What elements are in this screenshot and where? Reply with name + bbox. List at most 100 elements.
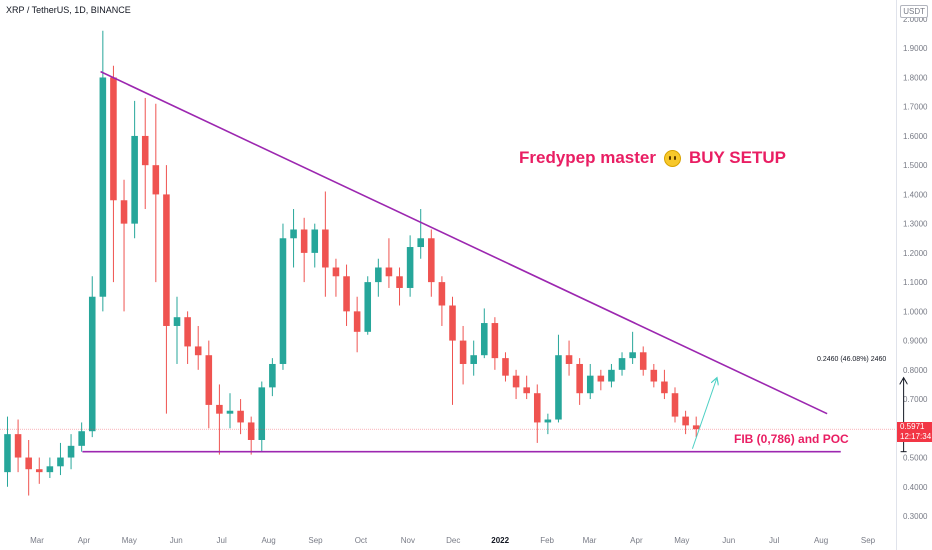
- candle-body: [597, 375, 605, 382]
- fib-annotation: FIB (0,786) and POC: [734, 432, 849, 446]
- candle-body: [152, 165, 160, 195]
- y-tick-label: 0.9000: [903, 337, 928, 346]
- candle-body: [406, 247, 414, 288]
- candle-body: [502, 358, 509, 376]
- candle-body: [364, 282, 372, 332]
- headline-annotation: Fredypep master BUY SETUP: [519, 148, 786, 168]
- x-tick-label: Sep: [308, 536, 323, 545]
- x-tick-label: Feb: [540, 536, 554, 545]
- x-tick-label: Jun: [722, 536, 735, 545]
- candle-body: [512, 375, 520, 388]
- descending-trendline[interactable]: [100, 70, 828, 415]
- candle-body: [639, 352, 647, 370]
- candle-body: [470, 355, 477, 364]
- y-axis: 2.0000 1.9000 1.8000 1.7000 1.6000 1.5000 1.40…: [903, 15, 928, 521]
- candle-body: [14, 434, 22, 458]
- x-tick-label: May: [674, 536, 689, 545]
- x-tick-label: Jul: [769, 536, 779, 545]
- y-tick-label: 1.1000: [903, 278, 928, 287]
- candle-body: [67, 445, 75, 458]
- x-tick-label: Sep: [861, 536, 876, 545]
- candle-body: [428, 238, 435, 283]
- candle-body: [629, 352, 636, 359]
- x-tick-label: Mar: [583, 536, 597, 545]
- candle-body: [141, 135, 149, 166]
- candle-body: [322, 229, 329, 268]
- x-tick-label: Apr: [78, 536, 91, 545]
- candle-body: [258, 387, 266, 440]
- x-tick-label: Jul: [217, 536, 227, 545]
- candle-body: [491, 323, 499, 359]
- candle-body: [481, 323, 488, 356]
- candle-body: [692, 425, 700, 430]
- candle-body: [216, 404, 223, 414]
- headline-setup: BUY SETUP: [689, 148, 786, 167]
- candle-body: [417, 238, 424, 248]
- candle-body: [650, 369, 658, 382]
- candle-body: [608, 369, 615, 382]
- y-tick-label: 1.9000: [903, 44, 928, 53]
- y-tick-label: 1.8000: [903, 73, 928, 82]
- candle-body: [194, 346, 202, 356]
- currency-badge[interactable]: USDT: [900, 5, 928, 18]
- x-tick-label: Nov: [401, 536, 415, 545]
- y-tick-label: 0.8000: [903, 366, 928, 375]
- y-tick-label: 1.5000: [903, 161, 928, 170]
- candle-body: [226, 410, 234, 414]
- candle-body: [682, 416, 689, 426]
- x-tick-label: Aug: [814, 536, 828, 545]
- y-tick-label: 0.7000: [903, 395, 928, 404]
- candle-body: [247, 422, 255, 440]
- price-axis-divider: [896, 0, 897, 550]
- x-tick-label: Apr: [630, 536, 643, 545]
- candle-body: [332, 267, 340, 277]
- x-tick-label: 2022: [491, 536, 509, 545]
- candle-body: [618, 358, 626, 370]
- headline-text: Fredypep master: [519, 148, 656, 167]
- projection-arrow[interactable]: [691, 379, 716, 449]
- candle-body: [300, 229, 308, 253]
- measure-label: 0.2460 (46.08%) 2460: [817, 356, 887, 363]
- candle-body: [25, 457, 32, 470]
- x-tick-label: Mar: [30, 536, 44, 545]
- slightly-smiling-face-icon: [664, 149, 681, 167]
- candle-body: [35, 469, 43, 473]
- candle-body: [57, 457, 64, 467]
- candle-body: [523, 387, 530, 394]
- candle-body: [375, 267, 382, 283]
- candle-body: [163, 194, 170, 326]
- y-tick-label: 0.5000: [903, 454, 928, 463]
- symbol-title[interactable]: XRP / TetherUS, 1D, BINANCE: [6, 5, 131, 15]
- candle-body: [4, 434, 11, 473]
- candle-body: [237, 410, 244, 423]
- candle-body: [544, 419, 552, 423]
- bar-countdown: 12:17:34: [900, 432, 932, 442]
- y-tick-label: 0.3000: [903, 512, 928, 521]
- candle-body: [205, 355, 213, 405]
- y-tick-label: 1.2000: [903, 249, 928, 258]
- candle-body: [576, 363, 583, 394]
- x-tick-label: Dec: [446, 536, 460, 545]
- candle-body: [269, 363, 276, 388]
- candle-body: [173, 317, 181, 326]
- candle-body: [343, 276, 350, 312]
- candle-body: [438, 282, 446, 306]
- candle-body: [353, 311, 361, 332]
- candle-body: [311, 229, 319, 253]
- candle-body: [586, 375, 594, 394]
- candlestick-series: [4, 30, 700, 496]
- candle-body: [449, 305, 456, 341]
- candle-body: [290, 229, 297, 239]
- candle-body: [78, 431, 85, 446]
- x-axis: Mar Apr May Jun Jul Aug Sep Oct Nov Dec 2022 Feb Mar…: [30, 536, 876, 545]
- candle-body: [533, 393, 541, 423]
- y-tick-label: 0.4000: [903, 483, 928, 492]
- candle-body: [46, 466, 54, 473]
- candle-body: [385, 267, 393, 277]
- candle-body: [110, 77, 117, 201]
- current-price-value: 0.5971: [900, 422, 925, 432]
- candle-body: [671, 393, 679, 417]
- candle-body: [661, 381, 668, 394]
